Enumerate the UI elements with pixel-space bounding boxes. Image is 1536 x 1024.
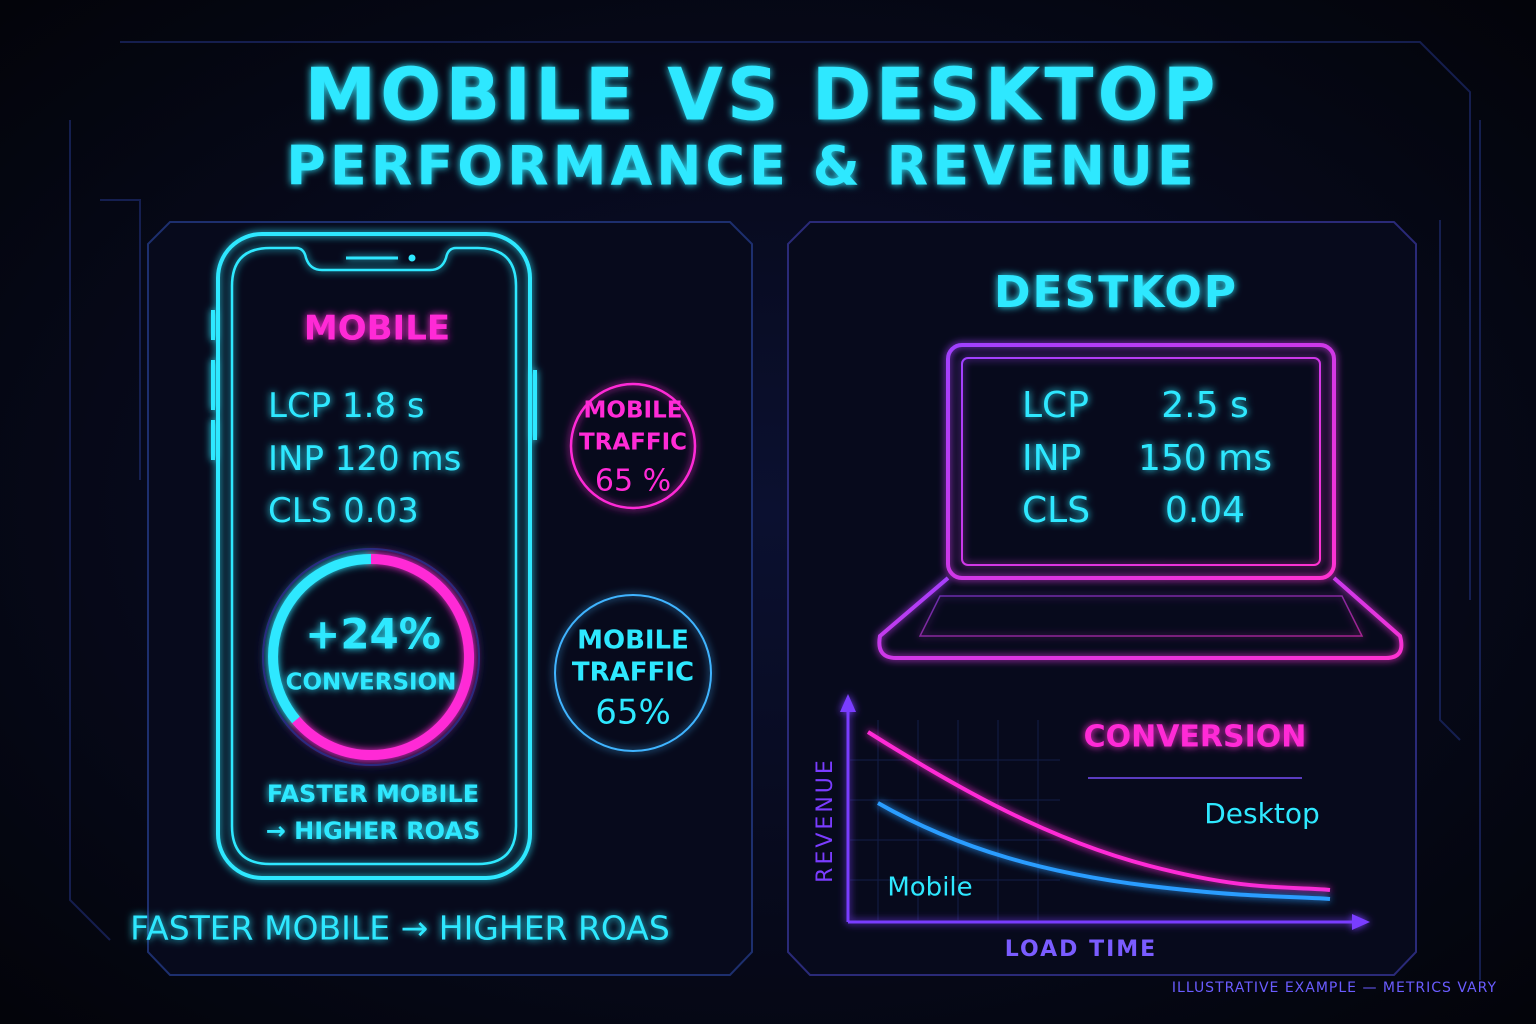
phone: [211, 232, 537, 880]
series-label: Mobile: [887, 873, 972, 903]
x-axis-label: LOAD TIME: [1005, 937, 1157, 962]
metric-value: 2.5 s: [1161, 385, 1248, 426]
title: MOBILE VS DESKTOP: [305, 53, 1220, 137]
metric-label: LCP: [268, 386, 331, 426]
badge-text: MOBILE: [577, 626, 689, 656]
mobile-note: → HIGHER ROAS: [266, 817, 481, 845]
mobile-curve: [877, 801, 1331, 901]
ring-label: CONVERSION: [286, 670, 457, 696]
conversion-ring: [262, 548, 480, 766]
metric-label: INP: [268, 439, 324, 479]
metric-value: 0.04: [1165, 490, 1245, 531]
metric-value: 120 ms: [335, 439, 462, 479]
chart-heading: CONVERSION: [1084, 720, 1307, 755]
ring-value: +24%: [305, 610, 441, 659]
metric: LCP 1.8 s: [268, 386, 425, 426]
desktop-metrics: LCP 2.5 s INP 150 ms CLS 0.04: [1022, 385, 1272, 531]
badge-text: TRAFFIC: [572, 658, 694, 688]
metric-label: CLS: [1022, 490, 1090, 531]
metric-value: 0.03: [343, 491, 419, 531]
camera: [408, 254, 416, 262]
footer-note: ILLUSTRATIVE EXAMPLE — METRICS VARY: [1172, 980, 1497, 996]
subtitle: PERFORMANCE & REVENUE: [286, 135, 1197, 198]
metric-label: LCP: [1022, 385, 1089, 426]
metric: CLS 0.03: [268, 491, 419, 531]
tagline: FASTER MOBILE → HIGHER ROAS: [130, 909, 670, 948]
metric-value: 150 ms: [1138, 438, 1272, 479]
metric-value: 1.8 s: [342, 386, 425, 426]
mobile-metrics: LCP 1.8 s INP 120 ms CLS 0.03: [268, 386, 461, 531]
metric: INP 120 ms: [268, 439, 461, 479]
metric-label: CLS: [268, 491, 332, 531]
laptop: [877, 343, 1404, 660]
badge-ring: [554, 594, 712, 752]
mobile-note: FASTER MOBILE: [267, 780, 479, 808]
desktop-curve: [866, 730, 1331, 892]
chart-axes: [840, 694, 1370, 930]
circuit-frame: [69, 41, 1481, 980]
series-label: Desktop: [1204, 797, 1319, 830]
badge-text: TRAFFIC: [579, 430, 687, 456]
desktop-title: DESTKOP: [994, 267, 1238, 318]
badge-ring: [569, 382, 697, 510]
metric-label: INP: [1022, 438, 1081, 479]
mobile-title: MOBILE: [304, 309, 450, 349]
badge-text: 65 %: [595, 464, 671, 499]
y-axis-label: REVENUE: [813, 757, 838, 883]
badge-text: MOBILE: [584, 398, 683, 424]
badge-text: 65%: [595, 693, 671, 733]
desktop-panel: [787, 221, 1417, 976]
